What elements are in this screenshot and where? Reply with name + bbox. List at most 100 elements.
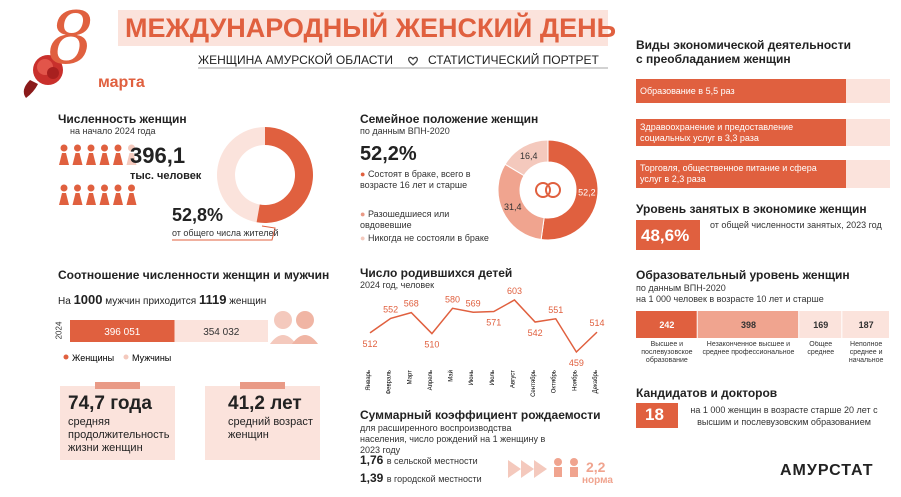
subtitle: СТАТИСТИЧЕСКИЙ ПОРТРЕТ xyxy=(428,53,599,67)
education-label-box: Общее среднее xyxy=(807,341,835,356)
legend-text: Состоят в браке, всего в возрасте 16 лет… xyxy=(360,169,471,190)
legend-never: ● Никогда не состояли в браке xyxy=(360,233,489,243)
icon-part xyxy=(59,153,69,165)
value: 1,39 xyxy=(360,471,384,485)
activity-label: Торговля, общественное питание и сфера у… xyxy=(640,163,817,184)
month-label: Август xyxy=(510,370,516,388)
month-label: Январь xyxy=(366,370,372,391)
donut-rest xyxy=(217,127,265,223)
ratio-bar xyxy=(70,320,175,342)
icon-part xyxy=(114,144,122,152)
logo-text: марта xyxy=(98,74,145,91)
month-label: Апрель xyxy=(428,370,434,390)
donut-slice xyxy=(256,127,314,224)
text: мужчин приходится xyxy=(105,296,197,307)
ratio-bar xyxy=(174,320,268,342)
year-label: 2024 xyxy=(54,321,64,340)
icon-part xyxy=(74,184,81,192)
icon-part xyxy=(72,153,83,165)
woman-icon xyxy=(99,144,110,165)
number: 1000 xyxy=(73,292,103,307)
age-value: 41,2 лет xyxy=(228,393,302,414)
point-label: 551 xyxy=(548,305,563,315)
icon-part xyxy=(99,193,110,205)
family-icon xyxy=(554,458,578,477)
title-band xyxy=(118,10,608,46)
section-title: Семейное положение женщин xyxy=(360,112,539,126)
share-note: от общего числа жителей xyxy=(172,228,279,238)
activity-bar xyxy=(636,119,846,146)
life-value: 74,7 года xyxy=(68,393,152,414)
icon-part xyxy=(126,193,137,205)
woman-icon xyxy=(72,184,83,205)
card-tab xyxy=(95,382,140,389)
legend-label: Мужчины xyxy=(132,353,171,363)
legend-dot xyxy=(63,354,69,360)
text: женщин xyxy=(229,296,267,307)
subtitle: ЖЕНЩИНА АМУРСКОЙ ОБЛАСТИ xyxy=(198,53,393,67)
share-value: 52,8% xyxy=(172,205,224,225)
big-value: 396,1 xyxy=(130,143,186,168)
family-value: 52,2% xyxy=(360,143,417,165)
icon-part xyxy=(113,193,123,205)
point-label: 580 xyxy=(445,294,460,304)
education-value: 169 xyxy=(813,320,828,330)
value: 1,76 xyxy=(360,453,384,467)
education-label: Неполное среднее и начальное xyxy=(848,341,884,364)
section-subtitle: для расширенного воспроизводства населен… xyxy=(360,423,546,455)
candidates-note: на 1 000 женщин в возрасте старше 20 лет… xyxy=(690,405,878,427)
icon-part xyxy=(128,184,135,192)
activity-text-box: Торговля, общественное питание и сфера у… xyxy=(640,163,817,184)
month-label: Май xyxy=(448,370,455,382)
norm-value: 2,2 xyxy=(586,459,606,475)
text: На xyxy=(58,296,71,307)
section-title: Кандидатов и докторов xyxy=(636,386,778,400)
heart-icon xyxy=(408,56,418,66)
icon-part xyxy=(72,193,83,205)
education-value: 187 xyxy=(859,320,874,330)
education-label: Высшее и послевузовское образование xyxy=(641,341,693,364)
education-label: Общее среднее xyxy=(807,341,835,356)
employment-note: от общей численности занятых, 2023 год xyxy=(710,220,882,230)
month-label: Июль xyxy=(490,370,496,385)
callout xyxy=(172,225,276,241)
icon-part xyxy=(99,153,110,165)
card-tab xyxy=(240,382,285,389)
icon-part xyxy=(60,144,68,152)
candidates-box xyxy=(636,403,678,428)
norm-label: норма xyxy=(582,475,613,486)
unit: тыс. человек xyxy=(130,170,202,182)
point-label: 510 xyxy=(424,340,439,350)
woman-icon xyxy=(126,144,137,165)
education-label-box: Высшее и послевузовское образование xyxy=(641,341,693,364)
woman-icon xyxy=(59,144,69,165)
brand: АМУРСТАТ xyxy=(780,462,874,479)
arrows-icon xyxy=(508,460,547,478)
icon-part xyxy=(86,193,96,205)
rural: 1,76 в сельской местности xyxy=(360,453,478,467)
section-title: Суммарный коэффициент рождаемости xyxy=(360,408,601,422)
point-label: 571 xyxy=(486,318,501,328)
icon-part xyxy=(74,144,81,152)
label: в городской местности xyxy=(386,474,482,484)
section-title: Образовательный уровень женщин xyxy=(636,268,850,282)
activity-label: Образование в 5,5 раз xyxy=(640,85,735,96)
legend-married: ● Состоят в браке, всего в возрасте 16 л… xyxy=(360,169,471,190)
woman-icon xyxy=(99,184,110,205)
candidates-value: 18 xyxy=(645,405,664,424)
point-label: 514 xyxy=(589,318,604,328)
month-label: Ноябрь xyxy=(572,370,578,391)
point-label: 512 xyxy=(362,339,377,349)
bar-label: 354 032 xyxy=(203,327,240,338)
education-bar xyxy=(636,311,697,338)
life-card xyxy=(60,386,175,460)
point-label: 552 xyxy=(383,304,398,314)
icon-part xyxy=(60,184,68,192)
label: в сельской местности xyxy=(386,456,478,466)
education-value: 398 xyxy=(741,320,756,330)
month-label: Март xyxy=(407,370,413,385)
slice-label: 16,4 xyxy=(520,151,538,161)
activity-text-box: Образование в 5,5 раз xyxy=(640,85,735,96)
